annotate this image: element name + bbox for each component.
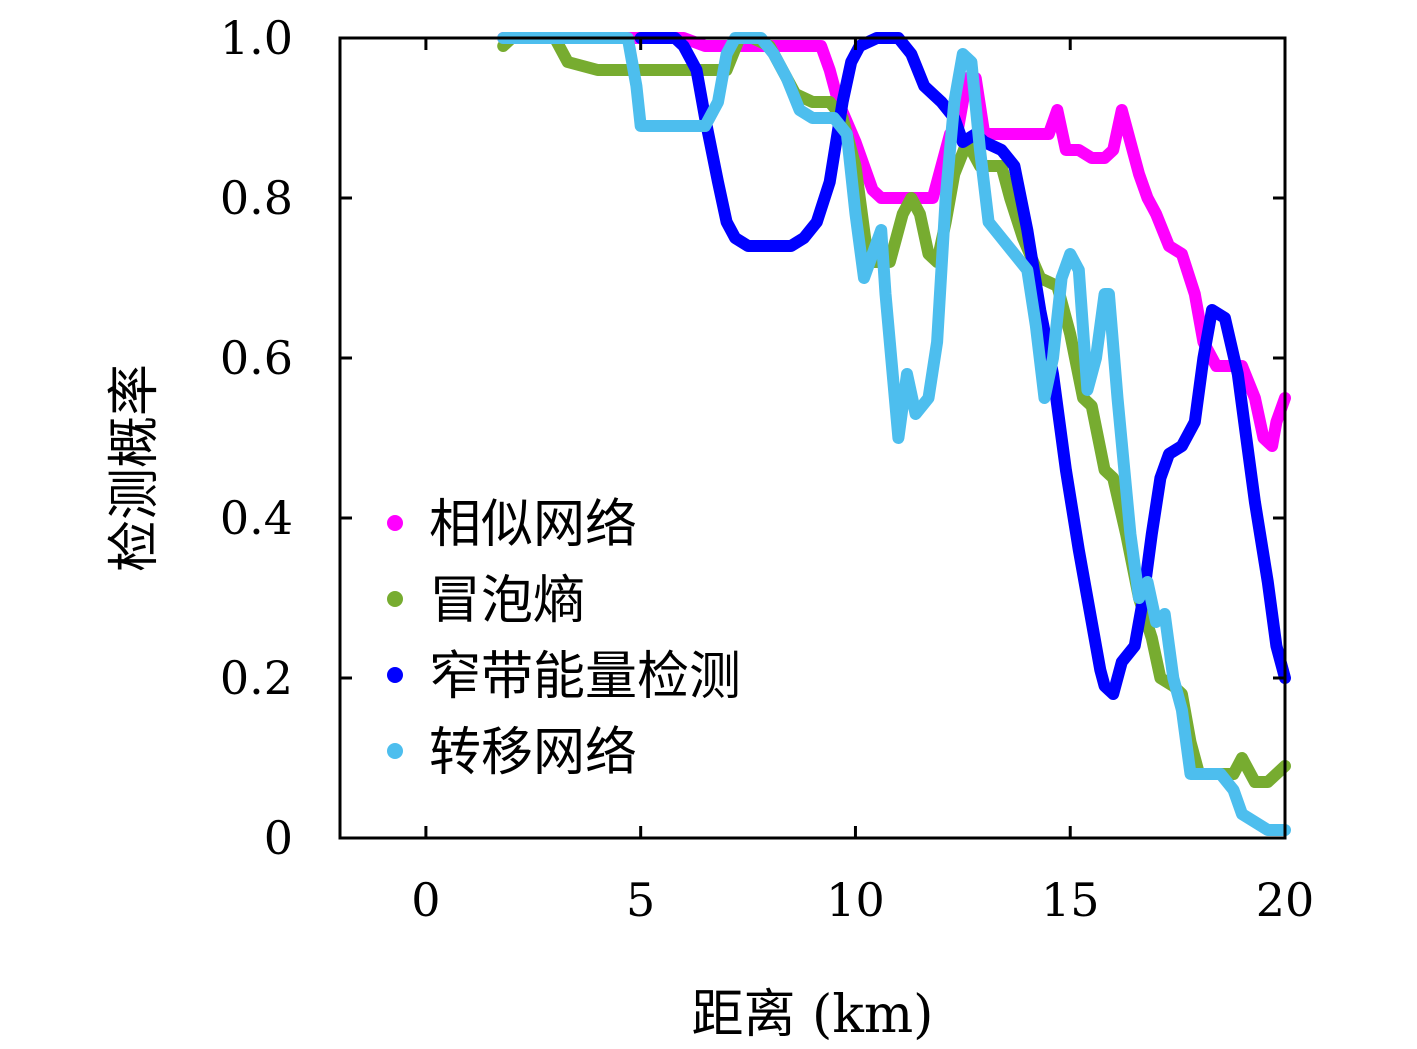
legend-marker-2 bbox=[387, 591, 403, 607]
legend-marker-3 bbox=[387, 667, 403, 683]
series-line-4 bbox=[497, 32, 1291, 836]
x-tick-label: 10 bbox=[826, 873, 885, 927]
x-axis-title: 距离 (km) bbox=[692, 985, 934, 1045]
series-line-1 bbox=[497, 32, 1291, 452]
x-tick-label: 15 bbox=[1041, 873, 1100, 927]
y-tick-label: 0.8 bbox=[220, 171, 293, 225]
y-tick-label: 0.6 bbox=[220, 331, 293, 385]
y-tick-label: 1.0 bbox=[220, 11, 293, 65]
legend-label-4: 转移网络 bbox=[429, 723, 637, 783]
y-tick-label: 0.2 bbox=[220, 651, 293, 705]
y-tick-label: 0.4 bbox=[220, 491, 293, 545]
legend-marker-4 bbox=[387, 743, 403, 759]
legend-label-3: 窄带能量检测 bbox=[429, 647, 741, 707]
y-axis-title: 检测概率 bbox=[105, 364, 165, 572]
legend-marker-1 bbox=[387, 515, 403, 531]
x-tick-label: 0 bbox=[411, 873, 440, 927]
legend-label-1: 相似网络 bbox=[429, 495, 637, 555]
x-tick-label: 5 bbox=[626, 873, 655, 927]
series-line-3 bbox=[634, 32, 1291, 700]
y-tick-label: 0 bbox=[264, 811, 293, 865]
legend-label-2: 冒泡熵 bbox=[429, 571, 585, 631]
x-tick-label: 20 bbox=[1256, 873, 1315, 927]
plot-frame bbox=[338, 36, 1287, 840]
